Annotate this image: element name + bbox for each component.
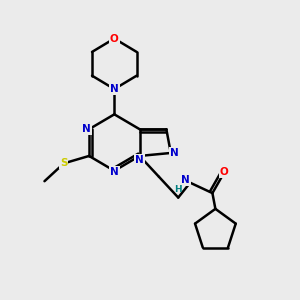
Text: N: N (181, 175, 190, 185)
Text: O: O (220, 167, 229, 177)
Text: H: H (174, 185, 182, 194)
Text: S: S (60, 158, 68, 168)
Text: N: N (82, 124, 91, 134)
Text: N: N (110, 167, 119, 177)
Text: N: N (135, 154, 144, 164)
Text: N: N (110, 84, 119, 94)
Text: N: N (170, 148, 179, 158)
Text: O: O (110, 34, 119, 44)
